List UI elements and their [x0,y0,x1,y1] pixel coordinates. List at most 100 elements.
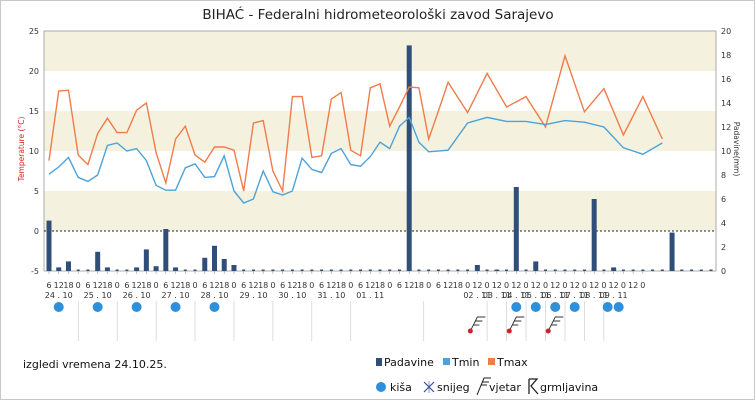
hour-tick-label: 18 [102,281,112,290]
precip-baseline-mark [281,269,285,271]
precip-baseline-mark [115,269,119,271]
precip-baseline-mark [183,269,187,271]
hour-tick-label: 12 [248,281,258,290]
precip-baseline-mark [66,269,70,271]
date-label: 03 . 11 [483,291,511,300]
precip-baseline-mark [436,269,440,271]
hour-tick-label: 0 [621,281,626,290]
left-tick-label: 10 [29,147,39,156]
precip-bar [202,257,208,271]
precip-baseline-mark [524,269,528,271]
hour-tick-label: 0 [231,281,236,290]
left-tick-label: 0 [34,227,39,236]
hour-tick-label: 12 [472,281,482,290]
hour-tick-label: 6 [85,281,90,290]
band [44,191,716,231]
date-label: 25 . 10 [84,291,112,300]
hour-tick-label: 12 [550,281,560,290]
wind-marker [467,328,473,334]
legend-snow: snijeg [437,381,470,394]
right-tick-label: 10 [721,147,731,156]
left-ticks: -5 0 5 10 15 20 25 [29,27,39,276]
hour-tick-label: 12 [609,281,619,290]
right-tick-label: 16 [721,75,731,84]
legend-thunder: grmljavina [540,381,598,394]
precip-baseline-mark [582,269,586,271]
precip-baseline-mark [76,269,80,271]
hour-tick-label: 12 [404,281,414,290]
hour-tick-label: 0 [465,281,470,290]
precip-bar [65,261,71,271]
left-tick-label: 25 [29,27,39,36]
precip-baseline-mark [544,269,547,271]
precip-baseline-mark [300,269,304,271]
date-label: 02 . 11 [463,291,491,300]
rain-icon [602,302,613,312]
hour-tick-label: 0 [115,281,120,290]
band [44,31,716,71]
background-bands [44,31,716,231]
legend-tmin-swatch [443,358,450,365]
precip-baseline-mark [680,269,684,271]
right-tick-label: 0 [721,267,726,276]
hour-tick-label: 18 [258,281,268,290]
precip-baseline-mark [125,269,129,271]
rain-icon [209,302,220,312]
left-tick-label: 15 [29,107,39,116]
precip-baseline-mark [320,269,324,271]
weather-symbols [53,302,624,334]
precip-baseline-mark [164,269,168,271]
hour-tick-label: 12 [443,281,453,290]
hour-tick-label: 12 [132,281,142,290]
precip-baseline-mark [242,269,246,271]
snow-icon [423,381,435,393]
hour-tick-label: 0 [485,281,490,290]
hour-tick-label: 18 [219,281,229,290]
precip-baseline-mark [407,269,411,271]
chart-title: BIHAĆ - Federalni hidrometeorološki zavo… [202,5,553,23]
precip-baseline-mark [709,269,713,271]
rain-icon [376,382,386,392]
precip-baseline-mark [174,269,178,271]
rain-icon [131,302,142,312]
precip-baseline-mark [349,269,353,271]
hour-tick-label: 18 [375,281,385,290]
hour-tick-label: 12 [531,281,541,290]
legend-tmin: Tmin [451,356,479,369]
hour-tick-label: 0 [192,281,197,290]
precip-baseline-mark [96,269,100,271]
hour-tick-label: 0 [601,281,606,290]
hour-tick-label: 12 [589,281,599,290]
hour-tick-label: 0 [562,281,567,290]
hour-tick-label: 12 [93,281,103,290]
hour-tick-label: 12 [628,281,638,290]
precip-baseline-mark [368,269,372,271]
hour-tick-label: 0 [543,281,548,290]
date-label: 04 . 11 [502,291,530,300]
precip-bar [406,45,412,272]
right-tick-label: 2 [721,243,726,252]
precip-baseline-mark [553,269,557,271]
hour-tick-label: 0 [348,281,353,290]
hour-tick-label: 18 [414,281,424,290]
precip-bar [134,267,140,271]
precip-baseline-mark [592,269,596,271]
precip-baseline-mark [475,269,479,271]
hour-tick-label: 12 [326,281,336,290]
rain-icon [92,302,103,312]
wind-marker [545,328,551,334]
precip-baseline-mark [329,269,333,271]
precip-bar [153,266,159,271]
right-ticks: 0 2 4 6 8 10 12 14 16 18 20 [721,27,731,276]
date-label: 27 . 10 [162,291,190,300]
hour-tick-label: 12 [54,281,64,290]
date-label: 07 . 11 [561,291,589,300]
precip-baseline-mark [144,269,148,271]
left-tick-label: -5 [31,267,39,276]
legend-rain: kiša [390,381,412,394]
rain-icon [530,302,541,312]
precip-baseline-mark [514,269,518,271]
precip-baseline-mark [612,269,616,271]
precip-baseline-mark [417,269,421,271]
hour-tick-label: 18 [141,281,151,290]
